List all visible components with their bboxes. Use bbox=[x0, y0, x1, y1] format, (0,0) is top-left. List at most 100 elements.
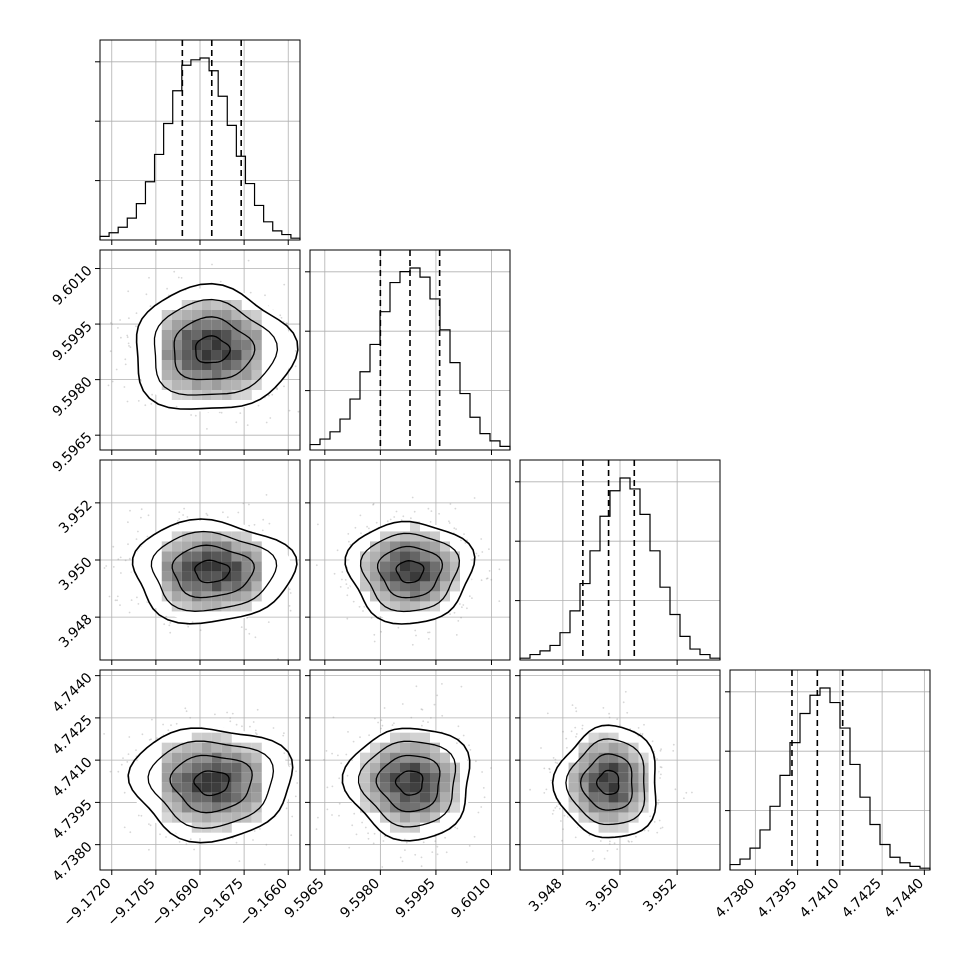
density-cell bbox=[568, 782, 579, 793]
sample-point bbox=[372, 503, 374, 506]
sample-point bbox=[460, 685, 463, 688]
density-cell bbox=[241, 571, 252, 582]
sample-point bbox=[427, 631, 429, 634]
sample-point bbox=[347, 587, 349, 589]
density-cell bbox=[211, 732, 222, 743]
density-cell bbox=[181, 792, 192, 803]
density-cell bbox=[201, 742, 212, 753]
sample-point bbox=[445, 851, 448, 854]
density-cell bbox=[450, 581, 460, 592]
sample-point bbox=[441, 714, 444, 717]
sample-point bbox=[112, 545, 115, 548]
density-cell bbox=[400, 802, 410, 813]
sample-point bbox=[123, 826, 126, 829]
density-cell bbox=[211, 330, 222, 340]
density-cell bbox=[201, 601, 212, 612]
density-cell bbox=[241, 762, 252, 773]
contour-line bbox=[579, 753, 633, 811]
density-cell bbox=[420, 772, 430, 783]
panel-frame bbox=[99, 669, 301, 871]
density-cell bbox=[181, 802, 192, 813]
density-cell bbox=[231, 752, 242, 763]
sample-point bbox=[616, 848, 619, 851]
sample-point bbox=[609, 840, 611, 843]
sample-point bbox=[245, 628, 247, 631]
density-cell bbox=[420, 742, 430, 753]
sample-point bbox=[608, 712, 610, 715]
sample-point bbox=[268, 522, 271, 525]
density-cell bbox=[231, 772, 242, 783]
sample-point bbox=[352, 600, 355, 603]
sample-point bbox=[178, 518, 181, 520]
sample-point bbox=[624, 690, 627, 693]
density-cell bbox=[191, 330, 202, 340]
density-cell bbox=[201, 300, 212, 310]
sample-point bbox=[462, 604, 465, 606]
sample-point bbox=[436, 845, 439, 848]
sample-point bbox=[593, 858, 595, 860]
sample-point bbox=[178, 511, 181, 513]
density-cell bbox=[628, 762, 639, 773]
density-cell bbox=[211, 792, 222, 803]
sample-point bbox=[415, 685, 418, 688]
sample-point bbox=[374, 717, 376, 720]
density-cell bbox=[221, 792, 232, 803]
density-cell bbox=[638, 752, 649, 763]
sample-point bbox=[338, 777, 341, 780]
density-cell bbox=[420, 792, 430, 803]
density-cell bbox=[211, 581, 222, 592]
density-cell bbox=[588, 752, 599, 763]
density-cell bbox=[420, 812, 430, 823]
density-cell bbox=[440, 581, 450, 592]
sample-point bbox=[119, 319, 121, 321]
sample-point bbox=[283, 752, 286, 754]
sample-point bbox=[194, 414, 197, 417]
sample-point bbox=[341, 571, 344, 573]
density-cell bbox=[588, 802, 599, 813]
density-cell bbox=[400, 531, 410, 542]
density-cell bbox=[390, 812, 400, 823]
contour-line bbox=[394, 770, 424, 796]
contour-line bbox=[565, 738, 646, 826]
density-cell bbox=[430, 531, 440, 542]
sample-point bbox=[347, 533, 350, 535]
sample-point bbox=[554, 807, 557, 809]
density-cell bbox=[390, 792, 400, 803]
density-cell bbox=[440, 772, 450, 783]
density-cell bbox=[380, 561, 390, 572]
density-cell bbox=[181, 782, 192, 793]
density-cell bbox=[231, 742, 242, 753]
sample-point bbox=[264, 294, 266, 297]
density-cell bbox=[221, 601, 232, 612]
sample-point bbox=[570, 730, 573, 733]
sample-point bbox=[256, 733, 258, 736]
contour-line bbox=[359, 532, 461, 613]
density-cell bbox=[380, 752, 390, 763]
sample-point bbox=[178, 841, 181, 843]
density-cell bbox=[578, 762, 589, 773]
density-cell bbox=[181, 591, 192, 602]
sample-point bbox=[691, 791, 693, 794]
sample-point bbox=[120, 572, 122, 574]
density-cell bbox=[608, 732, 619, 743]
sample-point bbox=[430, 717, 432, 719]
density-cell bbox=[161, 762, 172, 773]
density-cell bbox=[191, 561, 202, 572]
density-cell bbox=[618, 792, 629, 803]
density-cell bbox=[191, 812, 202, 823]
density-cell bbox=[598, 822, 609, 833]
sample-point bbox=[461, 606, 463, 609]
sample-point bbox=[117, 327, 119, 329]
sample-point bbox=[240, 626, 243, 628]
sample-point bbox=[175, 722, 178, 725]
sample-point bbox=[248, 503, 250, 506]
density-cell bbox=[370, 541, 380, 552]
sample-point bbox=[348, 846, 351, 849]
density-cell bbox=[201, 531, 212, 542]
sample-point bbox=[344, 579, 347, 581]
density-cell bbox=[578, 752, 589, 763]
contour-line bbox=[193, 770, 230, 797]
sample-point bbox=[206, 514, 209, 517]
density-cell bbox=[608, 782, 619, 793]
sample-point bbox=[656, 831, 659, 834]
